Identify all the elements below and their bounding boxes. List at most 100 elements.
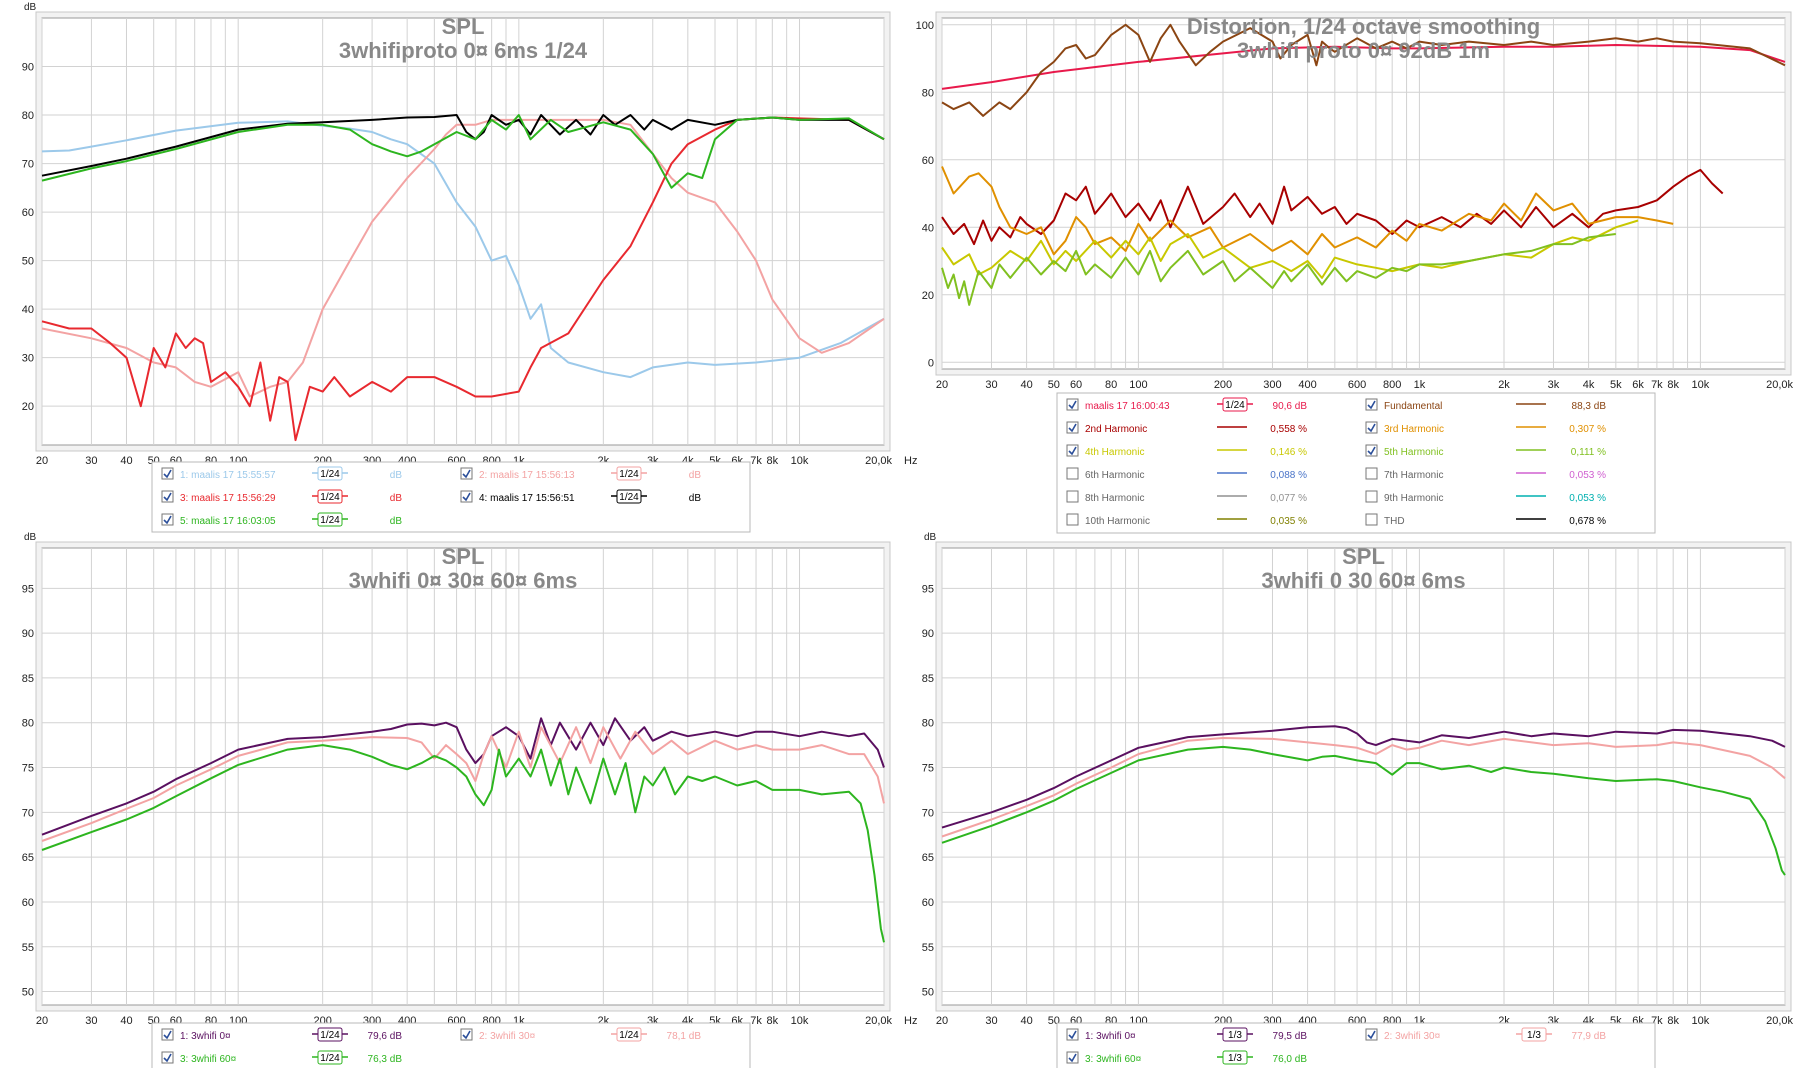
- y-tick-label: 90: [22, 628, 34, 640]
- y-tick-label: 75: [22, 763, 34, 775]
- x-tick-label: 100: [1129, 379, 1147, 391]
- x-tick-label: 8k: [766, 455, 778, 467]
- check-icon: [1367, 446, 1376, 456]
- y-tick-label: 90: [22, 62, 34, 74]
- legend-value: dB: [390, 516, 403, 527]
- legend-value: dB: [689, 470, 702, 481]
- legend-label: THD: [1384, 516, 1405, 527]
- y-tick-label: 60: [922, 155, 934, 167]
- legend-item: 3rd Harmonic 0,307 %: [1365, 421, 1606, 435]
- x-tick-label: 1k: [1414, 379, 1426, 391]
- y-tick-label: 50: [22, 256, 34, 268]
- legend-box: [151, 1022, 751, 1072]
- legend-label: 9th Harmonic: [1384, 493, 1443, 504]
- x-unit-label: Hz: [904, 1015, 917, 1027]
- legend-checkbox: [161, 1028, 174, 1041]
- check-icon: [1068, 423, 1077, 433]
- legend-value: 76,0 dB: [1273, 1054, 1308, 1065]
- legend-value: 0,558 %: [1270, 424, 1307, 435]
- legend-value: 79,6 dB: [368, 1031, 403, 1042]
- legend-checkbox: [1365, 467, 1378, 480]
- legend-smooth-box: [1222, 1050, 1248, 1065]
- legend-value: 77,9 dB: [1572, 1031, 1607, 1042]
- legend-checkbox: [161, 490, 174, 503]
- y-tick-label: 80: [922, 87, 934, 99]
- legend: 1: maalis 17 15:55:57 1/24 dB 2: maalis 17 …: [151, 461, 751, 533]
- x-tick-label: 10k: [1692, 379, 1710, 391]
- legend-item: 2nd Harmonic 0,558 %: [1066, 421, 1307, 435]
- legend-value: 0,053 %: [1569, 493, 1606, 504]
- y-tick-label: 20: [922, 290, 934, 302]
- legend-smooth-label: 1/24: [619, 469, 639, 480]
- x-tick-label: 600: [1348, 379, 1366, 391]
- x-tick-label: 10k: [791, 455, 809, 467]
- legend-checkbox: [460, 467, 473, 480]
- legend-smooth-box: [1222, 1027, 1248, 1042]
- legend-item: 8th Harmonic 0,077 %: [1066, 490, 1307, 504]
- legend-value: dB: [390, 493, 403, 504]
- legend-item: 2: 3whifi 30¤ 1/3 77,9 dB: [1365, 1027, 1607, 1042]
- legend-smooth-box: [317, 512, 343, 527]
- series-line-3: [941, 745, 1786, 876]
- legend-value: 0,053 %: [1569, 470, 1606, 481]
- legend-checkbox: [1365, 1028, 1378, 1041]
- legend-checkbox: [1066, 513, 1079, 526]
- legend-label: 3rd Harmonic: [1384, 424, 1444, 435]
- x-tick-label: 40: [1020, 1015, 1032, 1027]
- legend-value: 0,307 %: [1569, 424, 1606, 435]
- x-tick-label: 20: [36, 1015, 48, 1027]
- legend: maalis 17 16:00:43 1/24 90,6 dB Fundamental…: [1056, 392, 1656, 534]
- y-tick-label: 55: [22, 942, 34, 954]
- gridlines: [941, 18, 1786, 369]
- plot-area: [41, 547, 885, 1006]
- x-tick-label: 4k: [1583, 379, 1595, 391]
- check-icon: [163, 1030, 172, 1040]
- plot-area: [941, 17, 1786, 370]
- series-line-1: [41, 717, 885, 836]
- x-tick-label: 20,0k: [865, 455, 892, 467]
- x-tick-label: 10k: [791, 1015, 809, 1027]
- legend-smooth-label: 1/24: [320, 515, 340, 526]
- gridlines: [941, 548, 1786, 1005]
- x-tick-label: 6k: [1632, 379, 1644, 391]
- gridlines: [41, 548, 885, 1005]
- legend-item: 1: 3whifi 0¤ 1/3 79,5 dB: [1066, 1027, 1307, 1042]
- series-line-4: [41, 114, 885, 177]
- y-tick-label: 20: [22, 401, 34, 413]
- legend-checkbox: [1365, 490, 1378, 503]
- legend-checkbox: [1365, 421, 1378, 434]
- legend-smooth-box: [616, 1027, 642, 1042]
- x-tick-label: 8k: [1667, 379, 1679, 391]
- legend-smooth-label: 1/24: [320, 492, 340, 503]
- legend-checkbox: [1365, 513, 1378, 526]
- legend-smooth-box: [317, 466, 343, 481]
- x-tick-label: 7k: [750, 1015, 762, 1027]
- series-line-4: [941, 166, 1674, 256]
- legend-value: 0,146 %: [1270, 447, 1307, 458]
- legend-smooth-box: [1222, 397, 1248, 412]
- check-icon: [1367, 400, 1376, 410]
- chart-title: SPL: [442, 14, 485, 39]
- legend-label: maalis 17 16:00:43: [1085, 401, 1170, 412]
- legend-label: 2: 3whifi 30¤: [1384, 1031, 1441, 1042]
- legend-checkbox: [1066, 421, 1079, 434]
- legend-label: 10th Harmonic: [1085, 516, 1150, 527]
- x-tick-label: 20: [936, 379, 948, 391]
- legend-item: 7th Harmonic 0,053 %: [1365, 467, 1606, 481]
- legend-checkbox: [1066, 490, 1079, 503]
- series-line-3: [41, 744, 885, 943]
- x-tick-label: 20,0k: [1766, 379, 1793, 391]
- check-icon: [163, 1053, 172, 1063]
- legend-smooth-label: 1/24: [619, 1030, 639, 1041]
- legend-label: 1: 3whifi 0¤: [180, 1031, 231, 1042]
- series-line-2: [41, 726, 885, 842]
- legend-value: 0,077 %: [1270, 493, 1307, 504]
- legend-item: 1: 3whifi 0¤ 1/24 79,6 dB: [161, 1027, 403, 1042]
- x-tick-label: 60: [1070, 379, 1082, 391]
- y-tick-label: 80: [922, 718, 934, 730]
- legend-checkbox: [1365, 398, 1378, 411]
- legend-item: 4: maalis 17 15:56:51 1/24 dB: [460, 489, 701, 504]
